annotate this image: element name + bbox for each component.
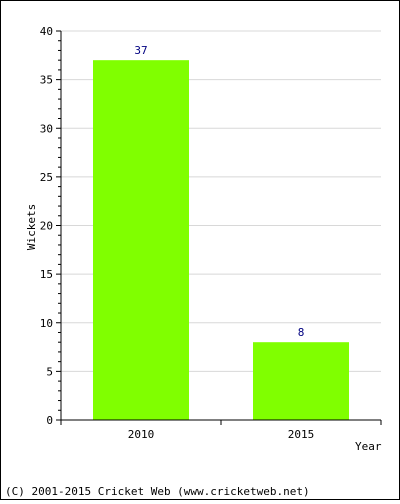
x-axis-title: Year	[355, 440, 382, 453]
y-tick-label: 20	[40, 220, 53, 233]
y-axis-title: Wickets	[25, 204, 38, 250]
y-tick-label: 40	[40, 25, 53, 38]
y-ticks: 0 5 10 15 20 25 30 35 40	[40, 25, 61, 427]
y-tick-label: 35	[40, 74, 53, 87]
x-tick-label: 2015	[288, 428, 315, 441]
bar-2010	[93, 60, 189, 421]
y-tick-label: 30	[40, 122, 53, 135]
y-tick-label: 25	[40, 171, 53, 184]
y-tick-label: 15	[40, 268, 53, 281]
bar-2015	[253, 342, 349, 420]
value-label: 37	[134, 44, 147, 57]
y-tick-label: 5	[46, 365, 53, 378]
x-ticks: 2010 2015	[60, 420, 382, 441]
y-tick-label: 10	[40, 317, 53, 330]
x-tick-label: 2010	[128, 428, 155, 441]
value-label: 8	[298, 326, 305, 339]
copyright-text: (C) 2001-2015 Cricket Web (www.cricketwe…	[5, 485, 310, 498]
y-tick-label: 0	[46, 414, 53, 427]
value-labels: 37 8	[134, 44, 304, 339]
bars	[93, 60, 349, 421]
